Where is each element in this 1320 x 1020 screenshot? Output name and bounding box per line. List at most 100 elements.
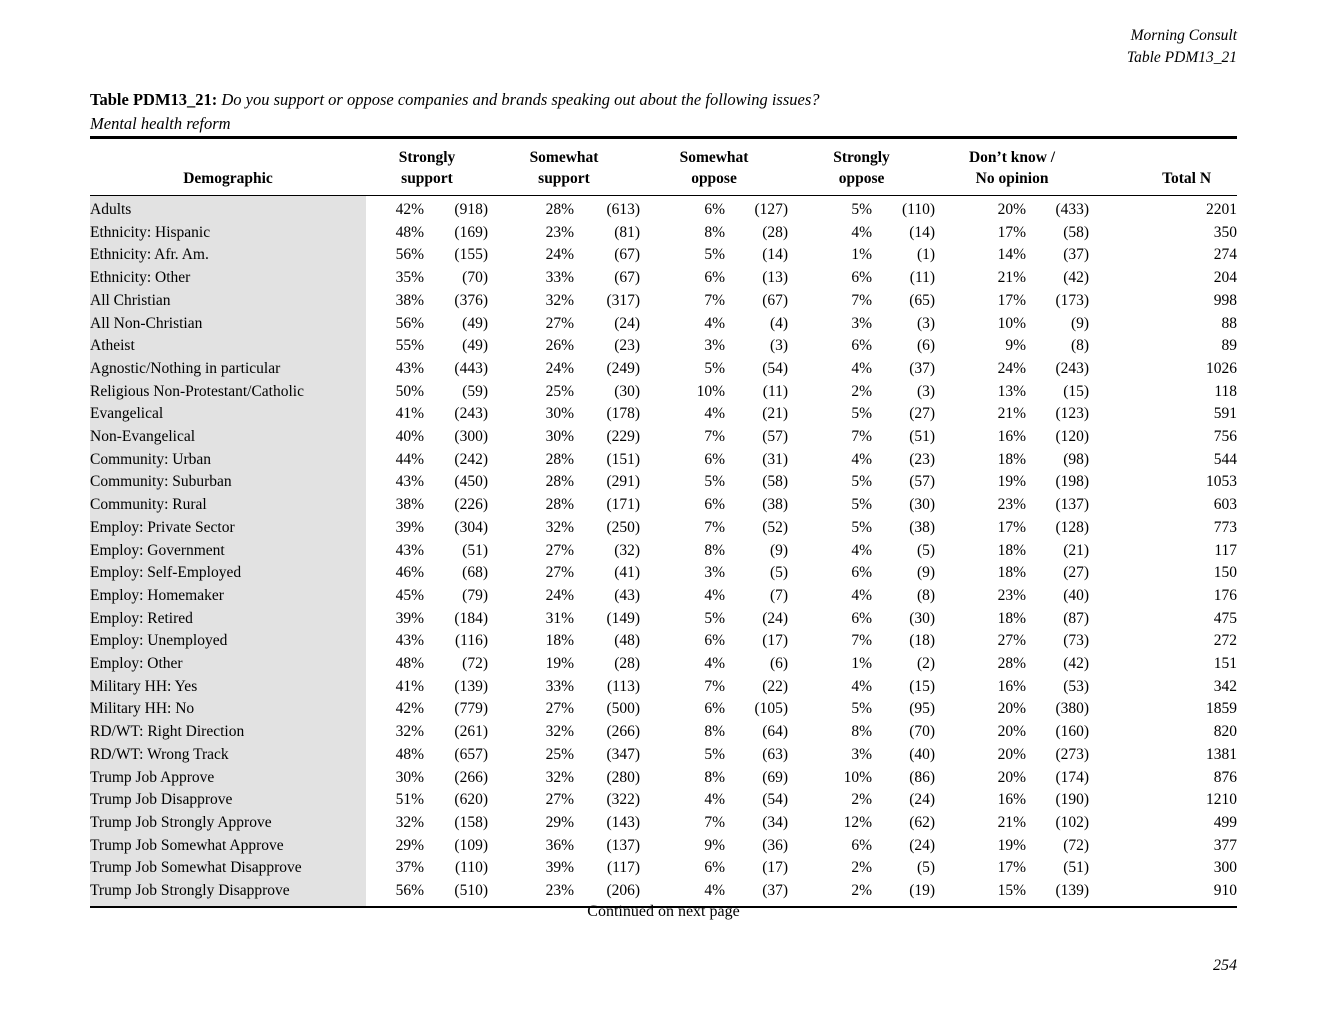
count-cell: (229) bbox=[606, 428, 641, 446]
pct-cell: 48% bbox=[395, 223, 424, 241]
pct-cell: 6% bbox=[851, 337, 873, 355]
pct-cell: 8% bbox=[704, 223, 726, 241]
pct-cell: 4% bbox=[704, 586, 726, 604]
pct-cell: 21% bbox=[997, 269, 1027, 287]
pct-cell: 18% bbox=[545, 632, 574, 650]
pct-cell: 23% bbox=[545, 882, 574, 900]
pct-cell: 32% bbox=[545, 723, 574, 741]
pct-cell: 4% bbox=[704, 882, 726, 900]
total-n-cell: 1381 bbox=[1206, 745, 1238, 763]
pct-cell: 20% bbox=[997, 700, 1027, 718]
pct-cell: 4% bbox=[851, 541, 873, 559]
count-cell: (54) bbox=[762, 359, 789, 377]
pct-cell: 15% bbox=[997, 882, 1027, 900]
table-row: Military HH: Yes 41% (139) 33% (113) 7% (22) 4%… bbox=[90, 675, 1238, 699]
pct-cell: 6% bbox=[851, 609, 873, 627]
pct-cell: 6% bbox=[704, 859, 726, 877]
total-n-cell: 150 bbox=[1213, 564, 1238, 582]
column-header-line2: support bbox=[401, 170, 453, 187]
row-label: Employ: Retired bbox=[90, 607, 366, 631]
pct-cell: 6% bbox=[851, 564, 873, 582]
pct-cell: 20% bbox=[997, 723, 1027, 741]
count-cell: (120) bbox=[1055, 428, 1090, 446]
count-cell: (18) bbox=[909, 632, 936, 650]
row-label: Atheist bbox=[90, 335, 366, 358]
count-cell: (613) bbox=[606, 201, 641, 218]
count-cell: (171) bbox=[606, 496, 641, 514]
row-label: Employ: Private Sector bbox=[90, 516, 366, 540]
row-label: All Christian bbox=[90, 289, 366, 313]
column-header-line1: Don’t know / bbox=[968, 149, 1056, 166]
pct-cell: 23% bbox=[997, 586, 1027, 604]
count-cell: (266) bbox=[454, 768, 488, 786]
page-number: 254 bbox=[1213, 957, 1237, 974]
column-header-response-1: Somewhat support bbox=[488, 137, 641, 196]
count-cell: (510) bbox=[454, 882, 488, 900]
count-cell: (65) bbox=[909, 291, 936, 309]
count-cell: (11) bbox=[762, 382, 789, 400]
count-cell: (81) bbox=[614, 223, 641, 241]
count-cell: (173) bbox=[1055, 291, 1090, 309]
pct-cell: 30% bbox=[545, 428, 574, 446]
count-cell: (51) bbox=[1063, 859, 1090, 877]
count-cell: (87) bbox=[1063, 609, 1090, 627]
count-cell: (347) bbox=[606, 745, 641, 763]
table-row: Military HH: No 42% (779) 27% (500) 6% (105) 5%… bbox=[90, 698, 1238, 722]
pct-cell: 7% bbox=[704, 428, 726, 446]
row-label: Employ: Other bbox=[90, 653, 366, 676]
count-cell: (70) bbox=[909, 723, 936, 741]
table-row: Trump Job Somewhat Disapprove 37% (110) 39%… bbox=[90, 857, 1237, 881]
count-cell: (160) bbox=[1055, 723, 1090, 741]
count-cell: (86) bbox=[909, 768, 936, 786]
pct-cell: 26% bbox=[545, 337, 574, 355]
count-cell: (58) bbox=[762, 473, 789, 491]
count-cell: (32) bbox=[614, 541, 641, 559]
count-cell: (49) bbox=[462, 314, 488, 332]
pct-cell: 42% bbox=[395, 201, 424, 218]
total-n-cell: 1859 bbox=[1206, 700, 1238, 718]
count-cell: (72) bbox=[1063, 836, 1090, 854]
table-row: RD/WT: Wrong Track 48% (657) 25% (347) 5% (63)… bbox=[90, 743, 1238, 767]
count-cell: (13) bbox=[762, 269, 789, 287]
table-title-question: Do you support or oppose companies and b… bbox=[221, 90, 820, 109]
continued-note: Continued on next page bbox=[587, 903, 740, 920]
column-header-response-2: Somewhat oppose bbox=[640, 137, 789, 196]
count-cell: (128) bbox=[1055, 518, 1090, 536]
pct-cell: 38% bbox=[395, 291, 424, 309]
table-row: Employ: Government 43% (51) 27% (32) 8% (9) 4% (… bbox=[90, 539, 1237, 563]
pct-cell: 38% bbox=[395, 496, 424, 514]
pct-cell: 7% bbox=[851, 291, 873, 309]
count-cell: (450) bbox=[454, 473, 488, 491]
pct-cell: 30% bbox=[545, 405, 574, 423]
count-cell: (110) bbox=[902, 201, 936, 218]
count-cell: (116) bbox=[455, 632, 488, 650]
total-n-cell: 342 bbox=[1213, 677, 1238, 695]
pct-cell: 7% bbox=[704, 291, 726, 309]
count-cell: (21) bbox=[1063, 541, 1090, 559]
table-row: All Non-Christian 56% (49) 27% (24) 4% (4) 3% (3… bbox=[90, 312, 1237, 336]
pct-cell: 5% bbox=[851, 518, 873, 536]
count-cell: (113) bbox=[607, 677, 641, 695]
count-cell: (30) bbox=[614, 382, 641, 400]
count-cell: (24) bbox=[762, 609, 789, 627]
count-cell: (67) bbox=[762, 291, 789, 309]
pct-cell: 10% bbox=[843, 768, 873, 786]
pct-cell: 42% bbox=[395, 700, 424, 718]
pct-cell: 20% bbox=[997, 745, 1027, 763]
pct-cell: 55% bbox=[395, 337, 424, 355]
pct-cell: 17% bbox=[997, 223, 1027, 241]
pct-cell: 2% bbox=[851, 859, 873, 877]
count-cell: (24) bbox=[614, 314, 641, 332]
count-cell: (2) bbox=[916, 655, 936, 673]
table-title-topic: Mental health reform bbox=[90, 114, 231, 133]
table-row: All Christian 38% (376) 32% (317) 7% (67) 7% (65… bbox=[90, 289, 1237, 313]
count-cell: (1) bbox=[916, 246, 936, 264]
header-row: Demographic Strongly support Somewhat suppor… bbox=[90, 137, 1238, 196]
pct-cell: 29% bbox=[395, 836, 424, 854]
pct-cell: 14% bbox=[997, 246, 1027, 264]
crosstab-table: Demographic Strongly support Somewhat suppor… bbox=[90, 136, 1238, 908]
pct-cell: 25% bbox=[545, 745, 574, 763]
table-row: Employ: Private Sector 39% (304) 32% (250) 7%… bbox=[90, 516, 1237, 540]
pct-cell: 18% bbox=[997, 609, 1027, 627]
pct-cell: 31% bbox=[545, 609, 574, 627]
